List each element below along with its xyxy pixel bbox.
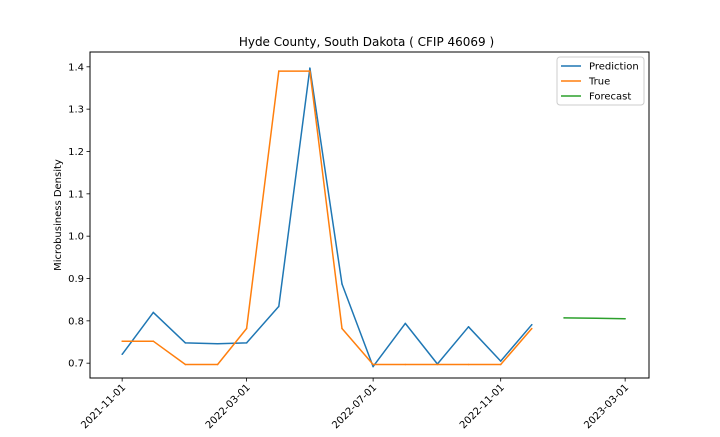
data-point-prediction [245, 342, 248, 344]
data-point-true [499, 363, 502, 366]
data-point-true [436, 363, 439, 366]
data-point-prediction [372, 365, 374, 368]
data-point-prediction [216, 342, 219, 345]
data-point-true [184, 363, 187, 366]
legend: Prediction True Forecast [556, 56, 645, 106]
y-tick-label: 0.9 [68, 274, 84, 285]
y-tick-label: 0.8 [68, 316, 84, 327]
series-line-true [122, 70, 533, 366]
data-point-prediction [184, 342, 187, 344]
x-tick-label: 2022-07-01 [330, 382, 379, 431]
data-point-true [278, 70, 280, 72]
data-point-true [404, 363, 407, 366]
data-point-true [467, 363, 470, 366]
data-point-true [216, 363, 219, 366]
series-layer [121, 67, 626, 368]
legend-box [556, 56, 645, 106]
legend-label-true: True [588, 77, 610, 88]
legend-label-forecast: Forecast [589, 92, 631, 103]
y-tick-label: 1.2 [68, 147, 84, 158]
data-point-prediction [531, 323, 533, 326]
y-tick-label: 0.7 [68, 359, 84, 370]
y-tick-label: 1.3 [68, 105, 84, 116]
y-tick-label: 1.0 [68, 232, 84, 243]
data-point-true [245, 327, 248, 330]
y-axis-label: Microbusiness Density [53, 159, 64, 271]
data-point-true [309, 70, 311, 72]
plot-frame [89, 51, 650, 379]
data-point-true [372, 363, 374, 366]
data-point-prediction [278, 305, 280, 308]
x-tick-label: 2022-03-01 [204, 382, 253, 431]
data-point-prediction [309, 67, 311, 69]
y-axis-ticks: 0.7 0.8 0.9 1.0 1.1 1.2 1.3 1.4 [68, 62, 90, 370]
data-point-prediction [499, 360, 502, 362]
chart-title: Hyde County, South Dakota ( CFIP 46069 ) [239, 35, 494, 49]
x-tick-label: 2023-03-01 [582, 382, 631, 431]
data-point-true [341, 327, 343, 330]
data-point-true [152, 340, 155, 342]
data-point-true [531, 327, 533, 330]
series-line-prediction [121, 67, 533, 368]
x-axis-ticks: 2021-11-01 2022-03-01 2022-07-01 2022-11-01… [79, 378, 631, 431]
y-tick-label: 1.4 [68, 62, 84, 73]
data-point-prediction [152, 311, 155, 314]
y-tick-label: 1.1 [68, 189, 84, 200]
data-point-prediction [121, 353, 123, 356]
data-point-prediction [341, 283, 343, 285]
x-tick-label: 2022-11-01 [458, 382, 507, 431]
legend-label-prediction: Prediction [589, 62, 639, 73]
data-point-prediction [467, 326, 470, 328]
data-point-forecast [624, 317, 626, 320]
data-point-true [121, 340, 123, 342]
data-point-forecast [595, 317, 597, 320]
data-point-forecast [563, 317, 565, 319]
x-tick-label: 2021-11-01 [79, 382, 128, 431]
series-line-forecast [563, 317, 626, 320]
data-point-prediction [404, 322, 407, 325]
